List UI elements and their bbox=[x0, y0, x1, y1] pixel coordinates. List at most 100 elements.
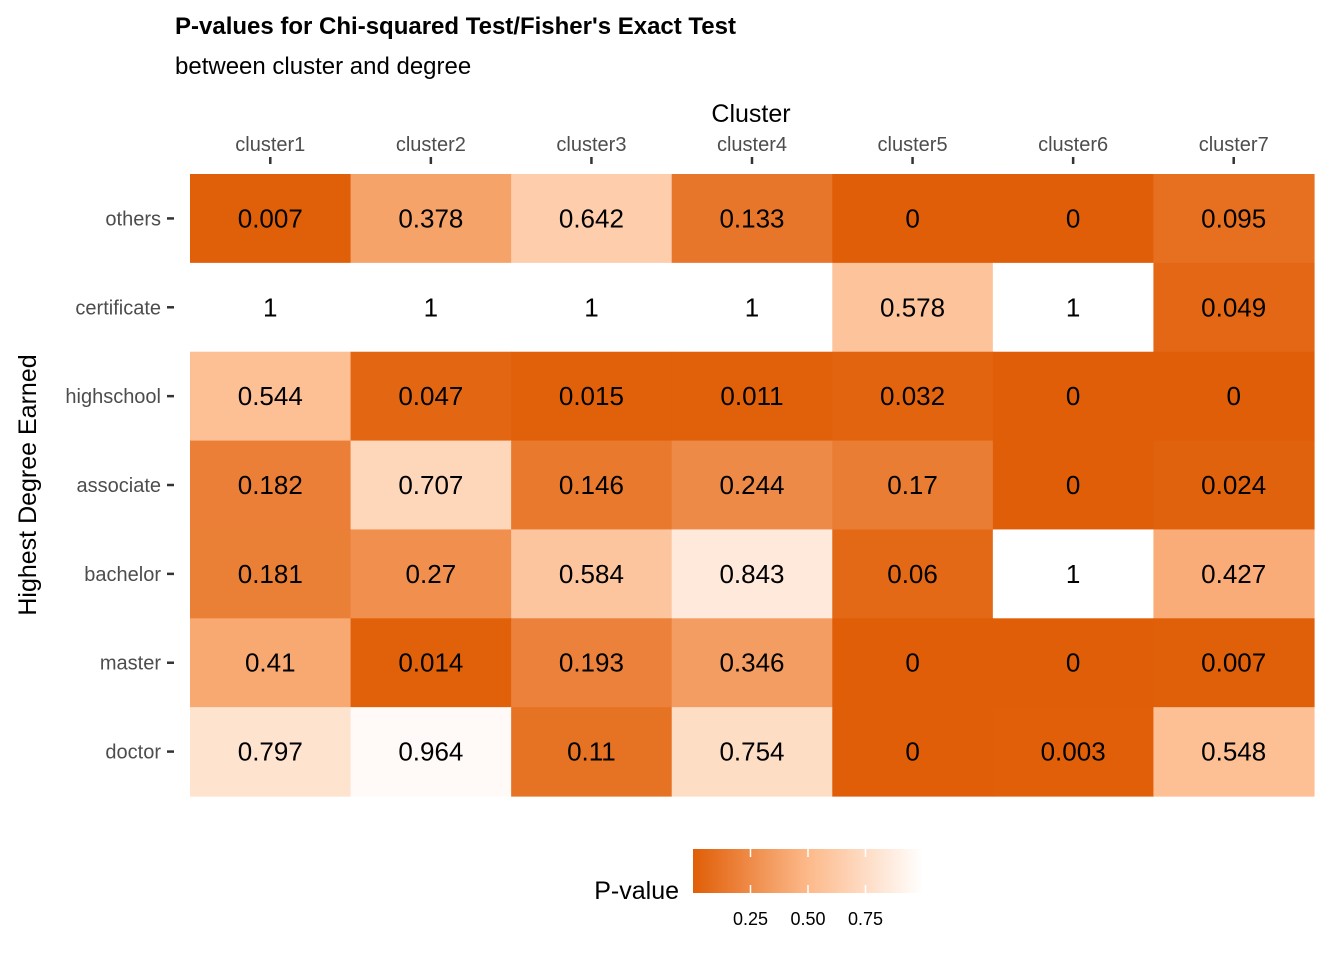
legend-tick-label: 0.75 bbox=[848, 909, 883, 929]
cell-value-label: 0.244 bbox=[719, 470, 784, 500]
y-tick-label: master bbox=[100, 653, 161, 675]
cell-value-label: 0.06 bbox=[887, 559, 938, 589]
x-axis: cluster1 cluster2 cluster3 cluster4 cluster5… bbox=[235, 134, 1269, 164]
cell-value-label: 0.578 bbox=[880, 292, 945, 322]
heatmap-cell bbox=[992, 351, 1155, 442]
cell-value-label: 0.544 bbox=[238, 381, 303, 411]
x-axis-title: Cluster bbox=[711, 100, 790, 128]
heatmap-cell bbox=[190, 174, 352, 264]
cell-value-label: 0 bbox=[905, 203, 919, 233]
heatmap-cell bbox=[671, 707, 833, 797]
x-tick-label: cluster7 bbox=[1199, 134, 1269, 156]
heatmap-cell bbox=[832, 174, 994, 264]
cell-value-label: 1 bbox=[1066, 559, 1080, 589]
cell-value-label: 0 bbox=[905, 737, 919, 767]
y-tick-label: bachelor bbox=[84, 564, 161, 586]
heatmap-cell bbox=[671, 618, 833, 708]
cell-value-label: 0.047 bbox=[398, 381, 463, 411]
heatmap-cell bbox=[190, 440, 352, 531]
cell-value-label: 0.707 bbox=[398, 470, 463, 500]
heatmap-cell bbox=[511, 262, 673, 353]
cell-value-label: 0.014 bbox=[398, 648, 463, 678]
legend-tick-label: 0.25 bbox=[733, 909, 768, 929]
heatmap-cell bbox=[350, 262, 512, 353]
cell-value-label: 0.797 bbox=[238, 737, 303, 767]
heatmap-cell bbox=[832, 262, 994, 353]
heatmap-cell bbox=[350, 174, 512, 264]
heatmap-cell bbox=[832, 351, 994, 442]
heatmap-cell bbox=[992, 529, 1155, 619]
y-tick-label: doctor bbox=[105, 742, 161, 764]
heatmap-cell bbox=[350, 351, 512, 442]
cell-value-label: 0.193 bbox=[559, 648, 624, 678]
cell-value-label: 0.007 bbox=[238, 203, 303, 233]
cell-value-label: 0.007 bbox=[1201, 648, 1266, 678]
x-tick-label: cluster4 bbox=[717, 134, 787, 156]
heatmap-cell bbox=[671, 440, 833, 531]
heatmap-cell bbox=[1153, 618, 1315, 708]
heatmap-cell bbox=[350, 707, 512, 797]
cell-value-label: 0.015 bbox=[559, 381, 624, 411]
heatmap-cell bbox=[1153, 440, 1315, 531]
y-axis: others certificate highschool associate bach… bbox=[65, 208, 174, 764]
heatmap-cell bbox=[511, 440, 673, 531]
y-tick-label: certificate bbox=[75, 297, 161, 319]
heatmap-cell bbox=[511, 618, 673, 708]
heatmap-cell bbox=[671, 174, 833, 264]
heatmap-cell bbox=[511, 174, 673, 264]
heatmap-cell bbox=[671, 262, 833, 353]
heatmap-cell bbox=[832, 618, 994, 708]
cell-value-label: 1 bbox=[263, 292, 277, 322]
heatmap-cell bbox=[992, 440, 1155, 531]
cell-value-label: 0 bbox=[1066, 648, 1080, 678]
cell-value-label: 0.427 bbox=[1201, 559, 1266, 589]
heatmap-cell bbox=[1153, 262, 1315, 353]
cell-value-label: 0.964 bbox=[398, 737, 463, 767]
heatmap-cells: 0.007 0.378 0.642 0.133 0 0 0.095 1 1 1 1 0.578 1 0.0… bbox=[190, 174, 1315, 797]
cell-value-label: 0.27 bbox=[406, 559, 457, 589]
heatmap-cell bbox=[671, 351, 833, 442]
heatmap-cell bbox=[190, 351, 352, 442]
heatmap-cell bbox=[190, 618, 352, 708]
cell-value-label: 1 bbox=[745, 292, 759, 322]
cell-value-label: 0 bbox=[1226, 381, 1240, 411]
cell-value-label: 0 bbox=[1066, 470, 1080, 500]
y-axis-title: Highest Degree Earned bbox=[14, 354, 42, 615]
cell-value-label: 0.584 bbox=[559, 559, 624, 589]
heatmap-cell bbox=[511, 707, 673, 797]
y-tick-label: highschool bbox=[65, 386, 161, 408]
y-tick-label: associate bbox=[77, 475, 162, 497]
heatmap-cell bbox=[190, 529, 352, 619]
heatmap-cell bbox=[992, 174, 1155, 264]
x-tick-label: cluster6 bbox=[1038, 134, 1108, 156]
cell-value-label: 1 bbox=[584, 292, 598, 322]
heatmap-cell bbox=[190, 707, 352, 797]
y-tick-label: others bbox=[105, 208, 161, 230]
cell-value-label: 0.548 bbox=[1201, 737, 1266, 767]
legend-title: P-value bbox=[594, 877, 679, 905]
x-tick-label: cluster5 bbox=[878, 134, 948, 156]
cell-value-label: 0.003 bbox=[1041, 737, 1106, 767]
chart-subtitle: between cluster and degree bbox=[175, 53, 471, 80]
heatmap-cell bbox=[992, 262, 1155, 353]
cell-value-label: 1 bbox=[1066, 292, 1080, 322]
cell-value-label: 0.182 bbox=[238, 470, 303, 500]
heatmap-cell bbox=[511, 351, 673, 442]
heatmap-cell bbox=[350, 529, 512, 619]
cell-value-label: 0.011 bbox=[720, 381, 783, 411]
cell-value-label: 0 bbox=[1066, 203, 1080, 233]
heatmap-cell bbox=[1153, 707, 1315, 797]
cell-value-label: 0.843 bbox=[719, 559, 784, 589]
heatmap-cell bbox=[671, 529, 833, 619]
heatmap-cell bbox=[350, 618, 512, 708]
cell-value-label: 0.181 bbox=[238, 559, 303, 589]
heatmap-cell bbox=[350, 440, 512, 531]
heatmap-cell bbox=[1153, 351, 1315, 442]
heatmap-cell bbox=[190, 262, 352, 353]
x-tick-label: cluster2 bbox=[396, 134, 466, 156]
heatmap-cell bbox=[992, 618, 1155, 708]
heatmap-cell bbox=[832, 440, 994, 531]
cell-value-label: 1 bbox=[424, 292, 438, 322]
heatmap-cell bbox=[992, 707, 1155, 797]
